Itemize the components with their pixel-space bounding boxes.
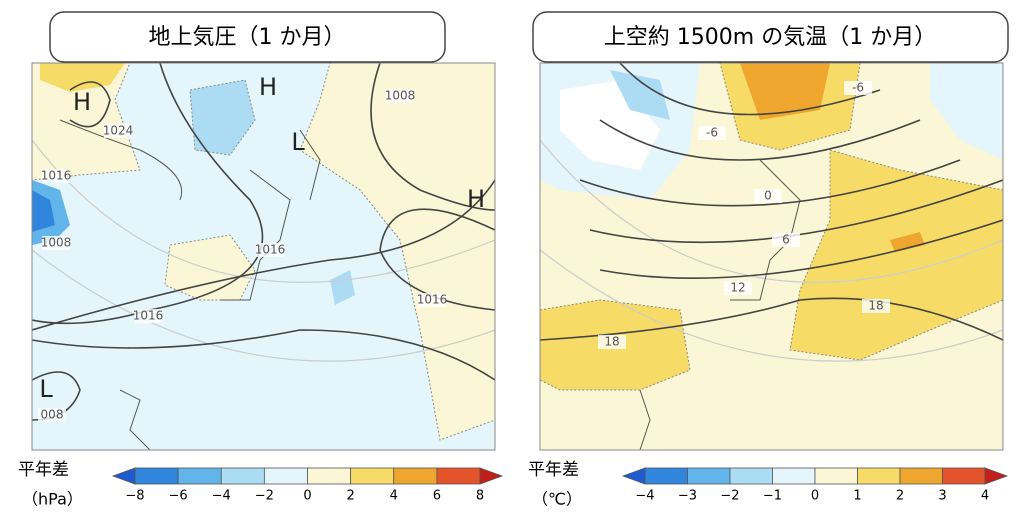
map-label: 1008 (41, 236, 72, 250)
colorbar-tick-label: 4 (390, 489, 398, 504)
colorbar-segment (263, 467, 308, 485)
colorbar-tick-label: −2 (720, 489, 739, 504)
colorbar-tick-label: 0 (811, 489, 819, 504)
label-bg (42, 236, 70, 250)
colorbar-segment (644, 467, 688, 485)
colorbar-end (479, 467, 504, 485)
colorbar-tick-label: −1 (763, 489, 782, 504)
label-bg (38, 408, 66, 422)
map-label: 18 (604, 335, 619, 349)
label-bg (104, 124, 132, 138)
colorbar-tick-label: −2 (255, 489, 274, 504)
colorbar-end (111, 467, 136, 485)
map-frame (539, 62, 1004, 451)
colorbar-segment (436, 467, 481, 485)
colorbar-segment (729, 467, 773, 485)
colorbar-segment (814, 467, 858, 485)
legend-title: 平年差 (528, 460, 579, 480)
label-bg (386, 89, 414, 103)
map-label: 1024 (103, 124, 134, 138)
colorbar-tick-label: −4 (212, 489, 231, 504)
colorbar-tick-label: 3 (938, 489, 946, 504)
colorbar-end (984, 467, 1009, 485)
colorbar-segment (772, 467, 816, 485)
map-label: L (291, 128, 305, 156)
map-label: 12 (730, 281, 745, 295)
label-bg (844, 81, 872, 95)
colorbar-segment (307, 467, 352, 485)
colorbar-segment (857, 467, 901, 485)
map-label: 1008 (385, 89, 416, 103)
colorbar-tick-label: −4 (635, 489, 654, 504)
colorbar-segment (687, 467, 731, 485)
colorbar-tick-label: −3 (678, 489, 697, 504)
label-bg (724, 281, 752, 295)
panel-title: 地上気圧（1 か月） (149, 25, 346, 50)
map-label: 1016 (417, 293, 448, 307)
map-label: 1016 (255, 243, 286, 257)
colorbar-segment (177, 467, 222, 485)
map-label: 1016 (133, 309, 164, 323)
panel-title: 上空約 1500m の気温（1 か月） (604, 25, 936, 50)
colorbar-segment (134, 467, 179, 485)
map-frame (31, 62, 496, 451)
colorbar-segment (899, 467, 943, 485)
map-label: H (259, 73, 277, 101)
colorbar-segment (393, 467, 438, 485)
map-label: -6 (706, 126, 718, 140)
map-label: 008 (41, 408, 64, 422)
colorbar-segment (350, 467, 395, 485)
colorbar-tick-label: 8 (476, 489, 484, 504)
colorbar-tick-label: −6 (169, 489, 188, 504)
map-label: 18 (868, 299, 883, 313)
colorbar-tick-label: 2 (346, 489, 354, 504)
label-bg (256, 243, 284, 257)
label-bg (862, 299, 890, 313)
label-bg (134, 309, 162, 323)
colorbar-segment (220, 467, 265, 485)
label-bg (754, 189, 782, 203)
map-label: -6 (852, 81, 864, 95)
legend-unit: （hPa） (22, 490, 83, 509)
title-box (532, 11, 1009, 63)
colorbar-tick-label: 6 (433, 489, 441, 504)
map-label: 6 (782, 233, 790, 247)
colorbar-tick-label: −8 (125, 489, 144, 504)
label-bg (772, 233, 800, 247)
map-label: 1016 (41, 169, 72, 183)
colorbar-segment (942, 467, 986, 485)
colorbar-tick-label: 4 (981, 489, 989, 504)
map-label: H (73, 88, 91, 116)
map-label: H (467, 185, 485, 213)
map-label: 0 (764, 189, 772, 203)
temperature-map (540, 63, 1003, 450)
label-bg (598, 335, 626, 349)
colorbar-tick-label: 2 (896, 489, 904, 504)
colorbar-end (621, 467, 646, 485)
legend-unit: （℃） (532, 490, 582, 509)
colorbar-tick-label: 1 (853, 489, 861, 504)
legend-title: 平年差 (18, 460, 69, 480)
label-bg (42, 169, 70, 183)
title-box (49, 11, 446, 63)
label-bg (698, 126, 726, 140)
pressure-map (32, 63, 495, 450)
label-bg (418, 293, 446, 307)
map-label: L (39, 375, 53, 403)
colorbar-tick-label: 0 (303, 489, 311, 504)
